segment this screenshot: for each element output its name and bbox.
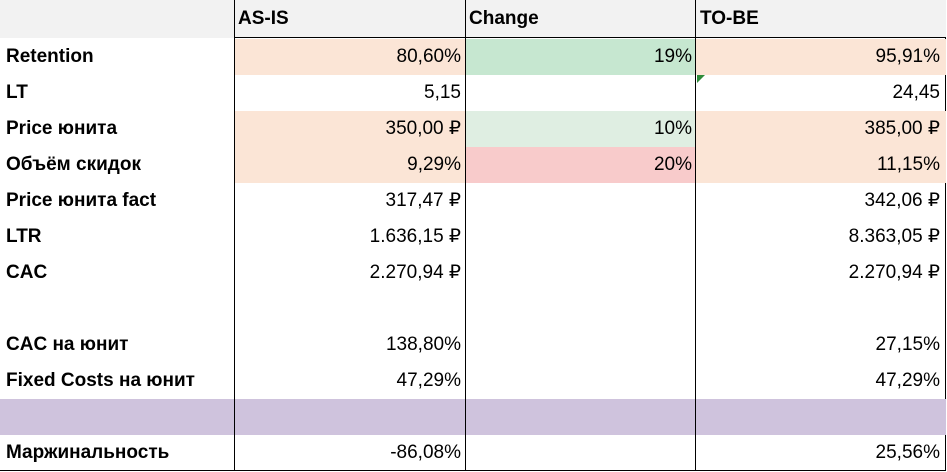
change-value[interactable] [465,363,696,399]
as-is-value[interactable] [234,399,465,435]
table-row-empty [0,291,946,327]
header-row: AS-IS Change TO-BE [0,0,946,38]
change-value[interactable] [465,327,696,363]
table-row-lt: LT 5,15 24,45 [0,75,946,111]
to-be-value[interactable]: 47,29% [875,370,940,391]
as-is-value[interactable]: 80,60% [234,39,465,75]
header-label-cell[interactable] [0,0,234,38]
to-be-value[interactable] [696,399,946,435]
table-row-cac-per-unit: CAC на юнит 138,80% 27,15% [0,327,946,363]
to-be-value[interactable]: 24,45 [892,82,940,103]
as-is-value[interactable]: 350,00 ₽ [234,111,465,147]
header-to-be[interactable]: TO-BE [696,0,946,38]
change-value[interactable] [465,183,696,219]
row-label[interactable] [0,399,234,435]
change-value[interactable] [465,435,696,471]
column-divider-to-be [695,0,696,471]
to-be-value[interactable]: 8.363,05 ₽ [848,226,940,247]
to-be-value[interactable]: 385,00 ₽ [696,111,946,147]
as-is-value[interactable] [234,291,465,327]
column-divider-as-is [234,0,235,471]
as-is-value[interactable]: 47,29% [396,370,461,391]
to-be-value[interactable]: 27,15% [875,334,940,355]
row-label[interactable]: CAC на юнит [6,334,129,355]
row-label[interactable]: Retention [0,39,234,75]
table-row-discounts: Объём скидок 9,29% 20% 11,15% [0,147,946,183]
table-row-cac: CAC 2.270,94 ₽ 2.270,94 ₽ [0,255,946,291]
as-is-value[interactable]: 1.636,15 ₽ [369,226,461,247]
row-label[interactable]: LTR [6,226,42,247]
to-be-value[interactable]: 95,91% [696,39,946,75]
change-value[interactable]: 19% [465,39,696,75]
table-row-margin: Маржинальность -86,08% 25,56% [0,435,946,471]
comment-indicator-icon[interactable] [697,75,705,83]
as-is-value[interactable]: 9,29% [234,147,465,183]
table-row-price-unit: Price юнита 350,00 ₽ 10% 385,00 ₽ [0,111,946,147]
row-label[interactable]: Price юнита [6,118,118,139]
table-row-fixed-costs: Fixed Costs на юнит 47,29% 47,29% [0,363,946,399]
header-as-is[interactable]: AS-IS [234,0,465,38]
as-is-value[interactable]: -86,08% [390,442,461,463]
to-be-value[interactable]: 2.270,94 ₽ [848,262,940,283]
table-row-retention: Retention 80,60% 19% 95,91% [0,39,946,75]
as-is-value[interactable]: 5,15 [424,82,461,103]
header-change[interactable]: Change [465,0,696,38]
as-is-value[interactable]: 2.270,94 ₽ [369,262,461,283]
row-label[interactable]: Маржинальность [6,442,170,463]
change-value[interactable] [465,255,696,291]
change-value[interactable] [465,75,696,111]
header-divider [234,37,946,38]
as-is-value[interactable]: 317,47 ₽ [385,190,461,211]
change-value[interactable] [465,219,696,255]
column-divider-change [465,0,466,471]
change-value[interactable]: 20% [465,147,696,183]
table-row-ltr: LTR 1.636,15 ₽ 8.363,05 ₽ [0,219,946,255]
to-be-value[interactable] [696,291,946,327]
to-be-value[interactable]: 25,56% [875,442,940,463]
change-value[interactable]: 10% [465,111,696,147]
row-label[interactable]: Fixed Costs на юнит [6,370,195,391]
as-is-value[interactable]: 138,80% [385,334,461,355]
to-be-value[interactable]: 342,06 ₽ [864,190,940,211]
to-be-value[interactable]: 11,15% [696,147,946,183]
row-label[interactable]: LT [6,82,28,103]
row-label[interactable] [0,291,234,327]
change-value[interactable] [465,399,696,435]
row-label[interactable]: Объём скидок [6,154,141,175]
row-label[interactable]: CAC [6,262,48,283]
table-row-separator [0,399,946,435]
row-label[interactable]: Price юнита fact [6,190,157,211]
table-row-price-unit-fact: Price юнита fact 317,47 ₽ 342,06 ₽ [0,183,946,219]
change-value[interactable] [465,291,696,327]
